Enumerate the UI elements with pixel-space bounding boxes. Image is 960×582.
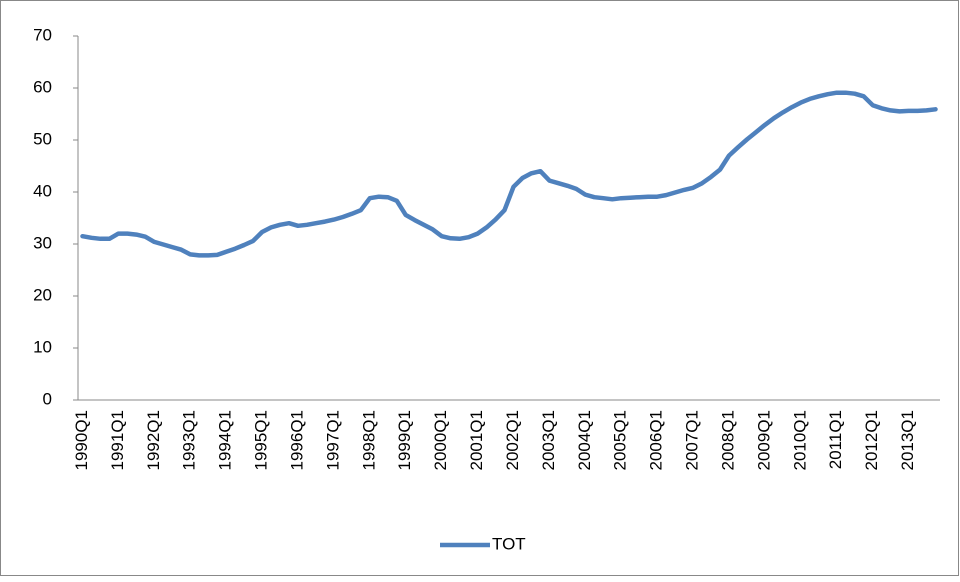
x-tick-label: 1992Q1 (144, 410, 163, 471)
x-tick-label: 2011Q1 (826, 410, 845, 469)
legend-label: TOT (492, 534, 526, 553)
x-tick-label: 1997Q1 (323, 410, 342, 471)
x-tick-label: 1993Q1 (180, 410, 199, 471)
x-tick-label: 2001Q1 (467, 410, 486, 471)
x-tick-label: 2002Q1 (503, 410, 522, 471)
y-tick-label: 0 (43, 389, 52, 408)
x-tick-label: 2003Q1 (539, 410, 558, 471)
x-tick-label: 2010Q1 (790, 410, 809, 471)
x-tick-label: 1991Q1 (108, 410, 127, 471)
y-tick-label: 50 (33, 129, 52, 148)
y-tick-label: 40 (33, 181, 52, 200)
x-tick-label: 2007Q1 (683, 410, 702, 471)
x-tick-label: 1999Q1 (395, 410, 414, 471)
x-tick-label: 2012Q1 (862, 410, 881, 471)
x-tick-label: 1998Q1 (359, 410, 378, 471)
y-tick-label: 60 (33, 77, 52, 96)
data-line (80, 90, 938, 258)
x-tick-label: 1994Q1 (216, 410, 235, 471)
x-tick-label: 2008Q1 (718, 410, 737, 471)
x-tick-label: 2004Q1 (575, 410, 594, 471)
y-tick-label: 70 (33, 25, 52, 44)
x-tick-label: 2005Q1 (611, 410, 630, 471)
y-tick-label: 10 (33, 337, 52, 356)
x-tick-label: 1990Q1 (72, 410, 91, 471)
x-tick-label: 2000Q1 (431, 410, 450, 471)
x-tick-label: 2013Q1 (898, 410, 917, 471)
x-tick-label: 1996Q1 (287, 410, 306, 471)
y-tick-label: 20 (33, 285, 52, 304)
x-tick-label: 2009Q1 (754, 410, 773, 471)
x-tick-label: 1995Q1 (252, 410, 271, 471)
x-tick-label: 2006Q1 (647, 410, 666, 471)
y-tick-label: 30 (33, 233, 52, 252)
